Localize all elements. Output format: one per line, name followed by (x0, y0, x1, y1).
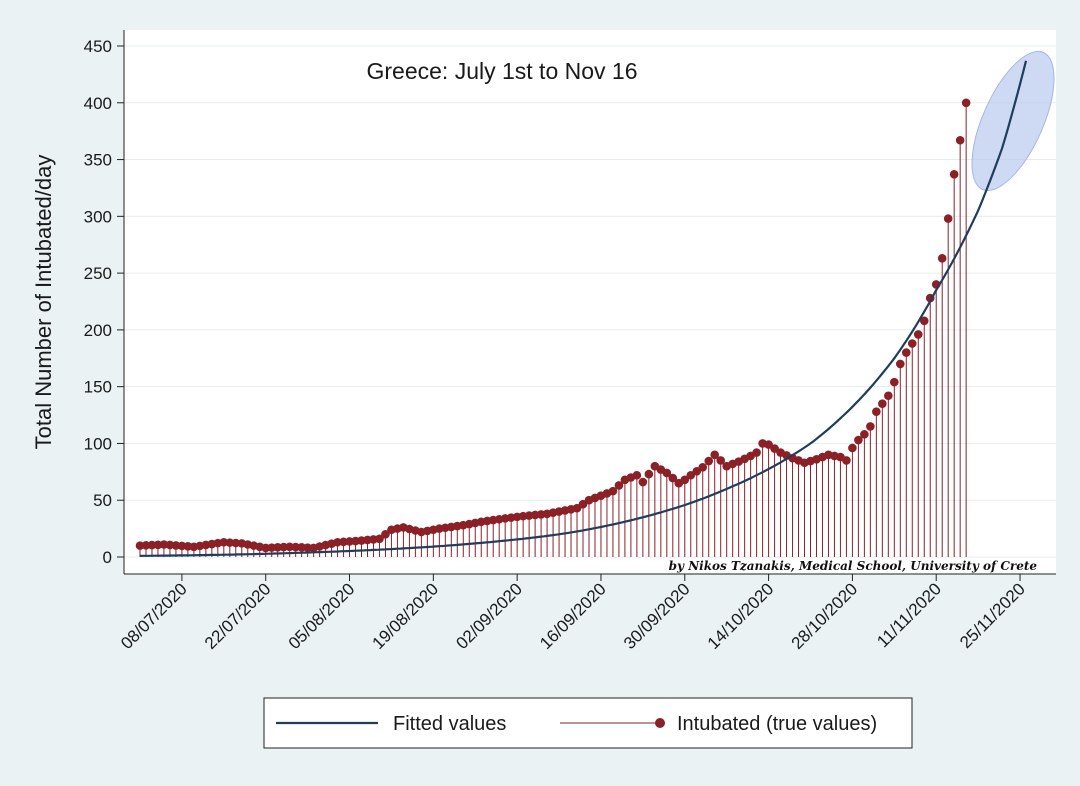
y-tick-label: 50 (93, 491, 112, 510)
grid-lines (124, 45, 1056, 558)
legend-label-intubated: Intubated (true values) (677, 713, 877, 735)
intubated-point (680, 475, 690, 485)
x-tick-label: 25/11/2020 (956, 579, 1029, 652)
intubated-point (955, 135, 965, 145)
intubated-point (710, 450, 720, 460)
legend-label-fitted: Fitted values (393, 713, 506, 735)
y-tick-label: 250 (84, 264, 112, 283)
intubated-point (895, 359, 905, 369)
intubated-point (854, 435, 863, 445)
projection-highlight (971, 50, 1055, 192)
y-tick-label: 150 (84, 378, 112, 397)
intubated-point (901, 348, 911, 357)
x-tick-label: 30/09/2020 (620, 579, 694, 653)
intubated-point (662, 468, 672, 478)
intubated-point (644, 469, 654, 479)
intubated-point (608, 486, 618, 496)
y-axis-title: Total Number of Intubated/day (31, 155, 56, 450)
intubated-point (913, 330, 923, 339)
author-credit: by Nikos Tzanakis, Medical School, Unive… (669, 559, 1038, 573)
y-tick-label: 400 (84, 94, 112, 113)
intubated-point (919, 316, 929, 326)
intubated-point (943, 214, 953, 223)
x-tick-label: 22/07/2020 (201, 579, 275, 653)
legend: Fitted values Intubated (true values) (263, 697, 913, 749)
y-tick-label: 100 (84, 434, 112, 453)
x-tick-label: 02/09/2020 (452, 579, 526, 653)
intubated-point (381, 529, 390, 539)
intubated-point (632, 470, 642, 480)
intubated-point (866, 422, 875, 431)
intubated-point (961, 98, 971, 108)
legend-marker-intubated (655, 718, 665, 728)
x-tick-label: 05/08/2020 (285, 579, 359, 653)
plot-area (124, 30, 1056, 574)
intubated-point (949, 170, 959, 179)
intubated-markers (135, 98, 971, 553)
x-tick-label: 16/09/2020 (536, 579, 610, 653)
intubated-point (698, 462, 708, 472)
intubated-point (848, 443, 857, 453)
intubated-point (884, 391, 893, 401)
intubated-point (614, 481, 624, 490)
y-axis-ticks: 0 50 100 150 200 250 300 350 400 450 (84, 37, 124, 567)
intubated-point (860, 430, 869, 439)
intubated-point (752, 448, 761, 457)
x-tick-label: 28/10/2020 (788, 579, 862, 653)
x-axis-ticks: 08/07/2020 22/07/2020 05/08/2020 19/08/2020… (117, 574, 1029, 653)
x-tick-label: 19/08/2020 (369, 579, 443, 653)
y-tick-label: 300 (84, 207, 112, 226)
intubated-point (878, 399, 887, 409)
intubated-point (842, 456, 851, 465)
chart-title: Greece: July 1st to Nov 16 (366, 58, 637, 84)
y-tick-label: 200 (84, 321, 112, 340)
intubated-point (638, 477, 648, 487)
intubated-point (668, 473, 678, 483)
intubated-point (872, 407, 881, 416)
y-tick-label: 450 (84, 37, 112, 56)
intubated-point (375, 534, 384, 544)
x-tick-label: 14/10/2020 (704, 579, 778, 653)
y-tick-label: 0 (103, 548, 112, 567)
x-tick-label: 08/07/2020 (117, 579, 191, 653)
fitted-values-line (139, 60, 1028, 557)
intubated-point (907, 339, 917, 348)
x-tick-label: 11/11/2020 (873, 579, 945, 651)
intubated-point (937, 254, 947, 263)
intubated-point (716, 456, 725, 465)
y-tick-label: 350 (84, 151, 112, 170)
intubated-point (704, 456, 714, 466)
intubated-point (890, 377, 899, 387)
